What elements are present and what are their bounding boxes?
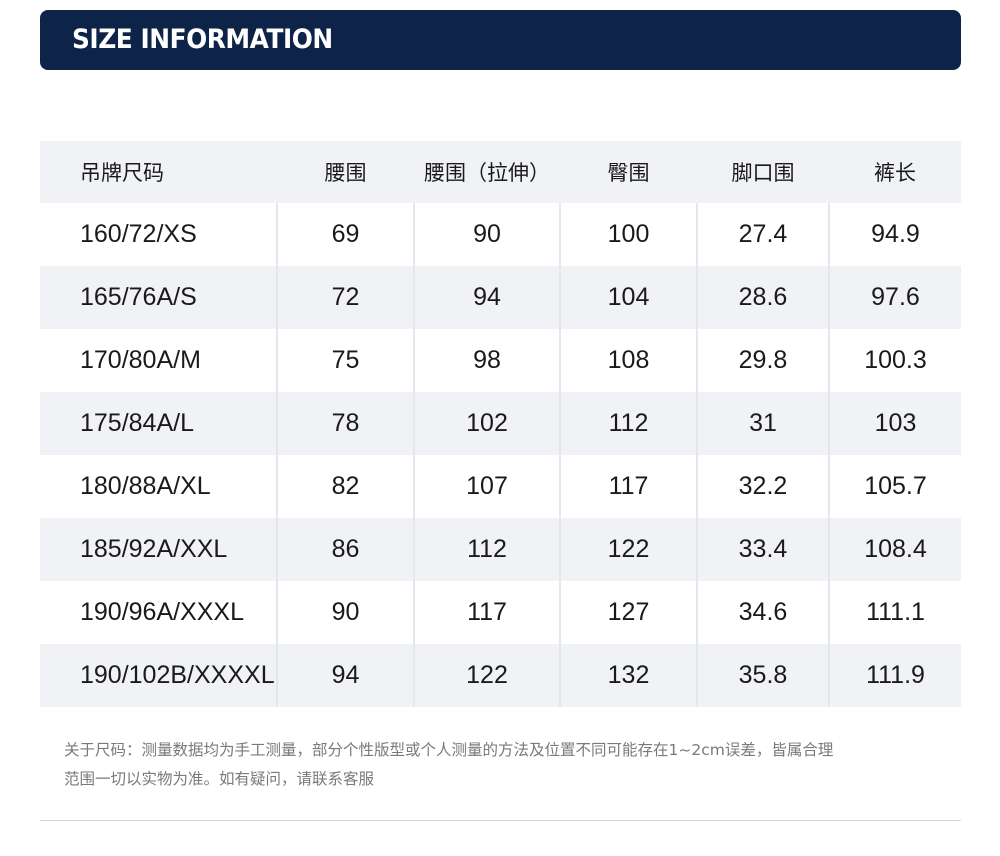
- size-note-line: 关于尺码：测量数据均为手工测量，部分个性版型或个人测量的方法及位置不同可能存在1…: [64, 741, 834, 759]
- cell-hip: 117: [560, 455, 698, 518]
- header-waist: 腰围: [277, 141, 414, 203]
- cell-leg-opening: 28.6: [697, 266, 830, 329]
- cell-waist: 94: [277, 644, 415, 707]
- header-waist-stretch: 腰围（拉伸）: [414, 141, 560, 203]
- table-row: 190/102B/XXXXL 94 122 132 35.8 111.9: [40, 644, 961, 707]
- cell-hip: 104: [560, 266, 698, 329]
- cell-waist-stretch: 90: [414, 203, 561, 266]
- size-note: 关于尺码：测量数据均为手工测量，部分个性版型或个人测量的方法及位置不同可能存在1…: [64, 736, 964, 794]
- cell-leg-opening: 27.4: [697, 203, 830, 266]
- size-note-line: 范围一切以实物为准。如有疑问，请联系客服: [64, 770, 375, 788]
- cell-tag-size: 170/80A/M: [40, 329, 278, 392]
- cell-hip: 122: [560, 518, 698, 581]
- size-chart-table: 吊牌尺码 腰围 腰围（拉伸） 臀围 脚口围 裤长 160/72/XS 69 90…: [40, 141, 961, 707]
- cell-hip: 108: [560, 329, 698, 392]
- cell-waist: 75: [277, 329, 415, 392]
- cell-tag-size: 180/88A/XL: [40, 455, 278, 518]
- cell-waist: 82: [277, 455, 415, 518]
- cell-hip: 132: [560, 644, 698, 707]
- table-row: 170/80A/M 75 98 108 29.8 100.3: [40, 329, 961, 392]
- cell-tag-size: 165/76A/S: [40, 266, 278, 329]
- cell-pant-length: 97.6: [829, 266, 961, 329]
- cell-leg-opening: 32.2: [697, 455, 830, 518]
- size-info-banner: SIZE INFORMATION: [40, 10, 961, 70]
- cell-leg-opening: 35.8: [697, 644, 830, 707]
- table-row: 160/72/XS 69 90 100 27.4 94.9: [40, 203, 961, 266]
- cell-hip: 100: [560, 203, 698, 266]
- cell-waist-stretch: 94: [414, 266, 561, 329]
- table-row: 190/96A/XXXL 90 117 127 34.6 111.1: [40, 581, 961, 644]
- table-row: 175/84A/L 78 102 112 31 103: [40, 392, 961, 455]
- cell-waist-stretch: 122: [414, 644, 561, 707]
- cell-pant-length: 111.9: [829, 644, 961, 707]
- cell-pant-length: 108.4: [829, 518, 961, 581]
- cell-leg-opening: 33.4: [697, 518, 830, 581]
- cell-leg-opening: 34.6: [697, 581, 830, 644]
- table-row: 165/76A/S 72 94 104 28.6 97.6: [40, 266, 961, 329]
- cell-pant-length: 111.1: [866, 598, 925, 626]
- cell-pant-length: 94.9: [871, 220, 920, 248]
- header-tag-size: 吊牌尺码: [40, 141, 277, 203]
- cell-pant-length: 105.7: [864, 472, 927, 500]
- table-row: 180/88A/XL 82 107 117 32.2 105.7: [40, 455, 961, 518]
- cell-tag-size: 190/102B/XXXXL: [40, 644, 278, 707]
- cell-leg-opening: 31: [697, 392, 830, 455]
- header-pant-length: 裤长: [829, 141, 961, 203]
- cell-waist-stretch: 107: [414, 455, 561, 518]
- cell-waist: 78: [277, 392, 415, 455]
- cell-waist-stretch: 112: [414, 518, 561, 581]
- cell-waist: 86: [277, 518, 415, 581]
- cell-hip: 112: [560, 392, 698, 455]
- bottom-divider: [40, 820, 961, 821]
- header-hip: 臀围: [560, 141, 697, 203]
- cell-tag-size: 190/96A/XXXL: [40, 581, 278, 644]
- cell-waist: 90: [277, 581, 415, 644]
- banner-title: SIZE INFORMATION: [72, 24, 333, 55]
- cell-tag-size: 185/92A/XXL: [40, 518, 278, 581]
- cell-waist-stretch: 102: [414, 392, 561, 455]
- cell-waist: 72: [277, 266, 415, 329]
- cell-pant-length: 103: [829, 392, 961, 455]
- cell-hip: 127: [560, 581, 698, 644]
- cell-tag-size: 160/72/XS: [40, 203, 278, 266]
- table-row: 185/92A/XXL 86 112 122 33.4 108.4: [40, 518, 961, 581]
- cell-leg-opening: 29.8: [697, 329, 830, 392]
- cell-waist-stretch: 98: [414, 329, 561, 392]
- header-leg-opening: 脚口围: [697, 141, 829, 203]
- table-header-row: 吊牌尺码 腰围 腰围（拉伸） 臀围 脚口围 裤长: [40, 141, 961, 203]
- cell-waist: 69: [277, 203, 415, 266]
- cell-pant-length: 100.3: [864, 346, 927, 374]
- cell-waist-stretch: 117: [414, 581, 561, 644]
- cell-tag-size: 175/84A/L: [40, 392, 278, 455]
